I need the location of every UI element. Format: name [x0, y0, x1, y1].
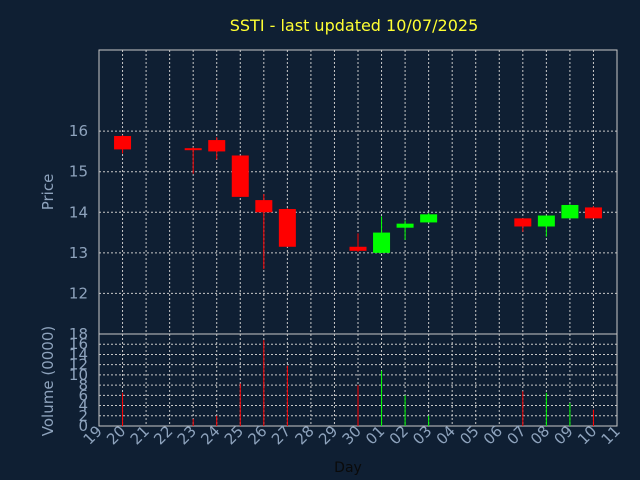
volume-tick-label: 0 [78, 417, 88, 435]
volume-tick-label: 16 [69, 335, 88, 353]
candle-body [255, 200, 273, 213]
price-tick-label: 16 [69, 122, 88, 140]
candle-body [514, 218, 532, 227]
x-axis-ticks: 1920212223242526272829300102030405060708… [80, 422, 624, 448]
candle-body [396, 223, 414, 228]
candle-body [231, 155, 249, 197]
x-axis-label: Day [334, 460, 362, 476]
volume-tick-label: 14 [69, 345, 88, 363]
candles [114, 135, 602, 270]
candle-body [278, 209, 296, 247]
price-axis-label: Price [39, 174, 57, 211]
candle-body [561, 204, 579, 219]
volume-tick-label: 2 [78, 407, 88, 425]
price-y-ticks: 12 13 14 15 16 [69, 122, 88, 302]
volume-tick-label: 10 [69, 366, 88, 384]
volume-tick-label: 4 [78, 397, 88, 415]
candle-body [537, 215, 555, 227]
volume-tick-label: 6 [78, 386, 88, 404]
volume-tick-label: 18 [69, 325, 88, 343]
candle-body [584, 207, 602, 219]
candle-body [114, 136, 132, 150]
candle-body [420, 214, 438, 223]
price-panel: 12 13 14 15 16 Price [39, 49, 618, 335]
candle-body [208, 140, 226, 152]
candle-body [184, 148, 202, 151]
candle-body [373, 232, 391, 253]
price-tick-label: 14 [69, 203, 88, 221]
candle-body [349, 246, 367, 251]
volume-tick-label: 12 [69, 356, 88, 374]
price-grid [99, 50, 617, 334]
chart-title: SSTI - last updated 10/07/2025 [230, 16, 479, 35]
price-tick-label: 15 [69, 163, 88, 181]
volume-axis-label: Volume (0000) [39, 326, 57, 436]
price-tick-label: 13 [69, 244, 88, 262]
volume-bars [122, 340, 594, 426]
price-tick-label: 12 [69, 284, 88, 302]
volume-tick-label: 8 [78, 376, 88, 394]
